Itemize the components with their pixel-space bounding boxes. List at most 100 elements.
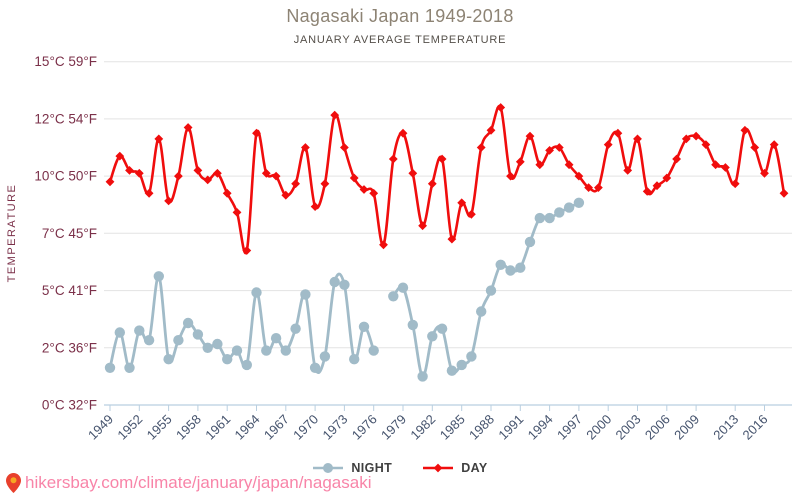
night-point[interactable] [114, 327, 126, 338]
day-point[interactable] [271, 171, 281, 181]
day-point[interactable] [769, 140, 779, 149]
night-point[interactable] [319, 351, 331, 362]
day-point[interactable] [349, 173, 359, 183]
day-point[interactable] [750, 143, 760, 152]
day-point[interactable] [506, 171, 515, 181]
day-point[interactable] [701, 140, 711, 149]
night-point[interactable] [143, 335, 155, 346]
night-point[interactable] [515, 262, 526, 273]
night-point[interactable] [290, 323, 301, 334]
day-point[interactable] [164, 196, 173, 206]
day-point[interactable] [672, 154, 681, 164]
night-point[interactable] [202, 342, 213, 353]
night-point[interactable] [417, 371, 428, 382]
day-point[interactable] [427, 179, 437, 189]
day-point[interactable] [554, 143, 564, 152]
day-point[interactable] [105, 177, 115, 187]
night-point[interactable] [456, 359, 467, 371]
day-point[interactable] [535, 160, 545, 170]
day-point[interactable] [388, 154, 398, 164]
night-point[interactable] [524, 236, 536, 248]
night-point[interactable] [476, 306, 487, 317]
day-point[interactable] [515, 157, 525, 167]
night-point[interactable] [270, 333, 282, 344]
night-point[interactable] [339, 279, 350, 290]
day-point[interactable] [134, 168, 144, 178]
day-point[interactable] [330, 110, 340, 120]
source-link[interactable]: hikersbay.com/climate/january/japan/naga… [6, 473, 371, 493]
day-point[interactable] [779, 188, 789, 198]
day-point[interactable] [359, 185, 369, 194]
night-point[interactable] [300, 289, 311, 300]
night-point[interactable] [280, 345, 291, 356]
day-point[interactable] [642, 187, 652, 196]
day-point[interactable] [476, 143, 486, 152]
day-point[interactable] [369, 188, 379, 198]
day-point[interactable] [721, 163, 730, 172]
day-point[interactable] [584, 183, 593, 192]
day-point[interactable] [232, 208, 242, 217]
day-point[interactable] [301, 143, 310, 152]
night-point[interactable] [212, 338, 223, 350]
day-point[interactable] [467, 209, 476, 219]
day-point[interactable] [594, 183, 603, 192]
day-point[interactable] [183, 123, 193, 132]
night-point[interactable] [349, 354, 360, 365]
night-point[interactable] [231, 345, 243, 356]
night-point[interactable] [134, 325, 145, 336]
day-point[interactable] [408, 168, 418, 178]
day-point[interactable] [681, 134, 691, 144]
night-point[interactable] [573, 197, 585, 208]
day-point[interactable] [115, 151, 125, 161]
day-point[interactable] [564, 160, 574, 170]
night-point[interactable] [495, 259, 506, 270]
day-point[interactable] [203, 175, 213, 185]
legend-item-day[interactable]: DAY [422, 461, 487, 475]
source-url[interactable]: hikersbay.com/climate/january/japan/naga… [25, 473, 372, 492]
day-point[interactable] [691, 131, 701, 141]
day-point[interactable] [711, 160, 720, 170]
night-point[interactable] [251, 287, 262, 298]
night-point[interactable] [407, 319, 418, 331]
night-point[interactable] [544, 212, 555, 224]
day-point[interactable] [730, 179, 740, 189]
day-point[interactable] [437, 154, 447, 164]
night-point[interactable] [153, 271, 164, 282]
night-point[interactable] [563, 202, 575, 213]
day-point[interactable] [457, 198, 467, 208]
night-point[interactable] [466, 351, 477, 362]
day-point[interactable] [379, 240, 388, 250]
day-point[interactable] [740, 125, 750, 135]
night-point[interactable] [427, 331, 438, 342]
day-point[interactable] [193, 166, 203, 175]
day-point[interactable] [252, 128, 261, 138]
day-point[interactable] [525, 131, 535, 141]
night-point[interactable] [554, 207, 565, 218]
night-point[interactable] [446, 365, 458, 376]
day-point[interactable] [242, 246, 252, 255]
night-point[interactable] [534, 212, 545, 224]
day-point[interactable] [222, 188, 232, 198]
day-point[interactable] [398, 128, 408, 138]
night-point[interactable] [182, 317, 194, 329]
day-point[interactable] [633, 134, 642, 144]
day-point[interactable] [652, 181, 662, 191]
day-point[interactable] [213, 168, 222, 178]
night-point[interactable] [241, 359, 252, 371]
day-point[interactable] [447, 234, 457, 244]
day-point[interactable] [623, 166, 633, 175]
day-point[interactable] [574, 171, 584, 181]
day-point[interactable] [418, 221, 427, 231]
day-point[interactable] [144, 188, 154, 198]
day-point[interactable] [310, 202, 320, 211]
night-point[interactable] [388, 291, 399, 302]
day-point[interactable] [320, 179, 330, 189]
night-point[interactable] [505, 265, 516, 276]
day-point[interactable] [760, 168, 769, 178]
night-point[interactable] [261, 345, 272, 356]
night-point[interactable] [329, 276, 340, 288]
night-point[interactable] [309, 362, 321, 373]
legend-item-night[interactable]: NIGHT [312, 461, 392, 475]
day-point[interactable] [613, 128, 623, 138]
day-point[interactable] [261, 168, 271, 178]
